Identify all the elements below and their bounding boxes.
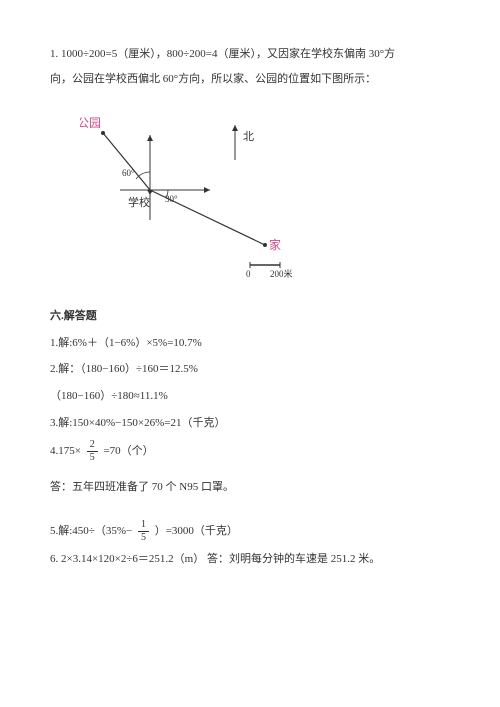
frac-den: 5 <box>138 532 149 543</box>
intro-line-2: 向，公园在学校西偏北 60°方向，所以家、公园的位置如下图所示： <box>50 69 450 90</box>
svg-text:0: 0 <box>246 269 251 279</box>
svg-text:60°: 60° <box>122 168 135 178</box>
answer-2b: （180−160）÷180≈11.1% <box>50 386 450 407</box>
svg-text:公园: 公园 <box>80 116 101 130</box>
answer-4-pre: 4.175× <box>50 445 81 457</box>
svg-text:30°: 30° <box>165 194 178 204</box>
answer-4-post: =70（个） <box>103 445 153 457</box>
answer-5-fraction: 1 5 <box>138 520 149 543</box>
answer-5-post: ）=3000（千克） <box>155 525 238 537</box>
svg-text:家: 家 <box>269 237 281 252</box>
section-title: 六.解答题 <box>50 306 450 327</box>
answer-5: 5.解:450÷（35%− 1 5 ）=3000（千克） <box>50 520 450 543</box>
frac-num: 1 <box>138 520 149 532</box>
answer-4-text: 答：五年四班准备了 70 个 N95 口罩。 <box>50 477 450 498</box>
intro-line-1: 1. 1000÷200=5（厘米），800÷200=4（厘米），又因家在学校东偏… <box>50 44 450 65</box>
frac-num: 2 <box>87 440 98 452</box>
answer-6: 6. 2×3.14×120×2÷6＝251.2（m） 答：刘明每分钟的车速是 2… <box>50 549 450 570</box>
svg-text:200米: 200米 <box>270 268 293 279</box>
answer-2a: 2.解：（180−160）÷160＝12.5% <box>50 359 450 380</box>
answer-4-fraction: 2 5 <box>87 440 98 463</box>
answer-5-pre: 5.解:450÷（35%− <box>50 525 132 537</box>
svg-text:学校: 学校 <box>128 195 150 209</box>
direction-diagram: 公园北学校家 60° 30° 0 200米 <box>80 100 450 288</box>
svg-text:北: 北 <box>243 130 254 143</box>
frac-den: 5 <box>87 452 98 463</box>
answer-4: 4.175× 2 5 =70（个） <box>50 440 450 463</box>
answer-1: 1.解:6%＋（1−6%）×5%=10.7% <box>50 333 450 354</box>
answer-3: 3.解:150×40%−150×26%=21（千克） <box>50 413 450 434</box>
